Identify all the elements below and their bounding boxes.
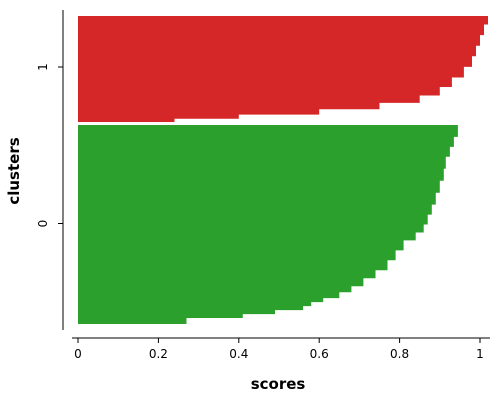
x-tick-label: 0.8 <box>390 347 409 361</box>
cluster-bars <box>78 16 493 324</box>
x-axis-title: scores <box>251 375 306 393</box>
cluster-0-bar <box>78 125 460 324</box>
x-tick-label: 0.2 <box>149 347 168 361</box>
x-tick-label: 0.4 <box>229 347 248 361</box>
y-axis-ticks: 01 <box>36 63 63 227</box>
x-tick-label: 1 <box>476 347 484 361</box>
y-tick-label: 0 <box>36 220 50 228</box>
y-tick-label: 1 <box>36 63 50 71</box>
cluster-1-bar <box>78 16 493 122</box>
x-tick-label: 0 <box>74 347 82 361</box>
x-axis-ticks: 0 0.2 0.4 0.6 0.8 1 <box>74 338 484 361</box>
y-axis-title: clusters <box>5 137 23 204</box>
x-tick-label: 0.6 <box>310 347 329 361</box>
